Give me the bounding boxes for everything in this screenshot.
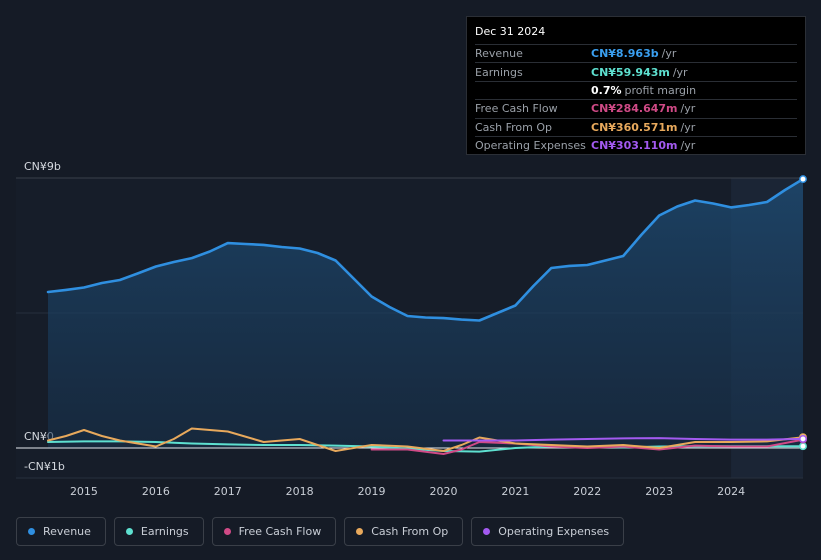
tooltip-value: 0.7% [591,83,622,97]
tooltip-date: Dec 31 2024 [475,25,546,38]
end-point-operating-expenses [799,434,807,443]
revenue-area [48,179,803,448]
tooltip-label: Earnings [475,65,523,79]
legend-item-cash-from-op[interactable]: Cash From Op [344,517,464,546]
legend-label: Operating Expenses [498,525,610,538]
tooltip-panel: Dec 31 2024 Revenue CN¥8.963b/yr Earnings C… [466,16,806,155]
legend-label: Revenue [43,525,91,538]
legend-item-revenue[interactable]: Revenue [16,517,106,546]
y-tick-label: CN¥9b [24,160,61,173]
tooltip-unit: /yr [680,139,696,153]
tooltip-unit: /yr [661,47,677,61]
series-line-cash-from-op [47,427,804,452]
x-tick-label: 2018 [286,485,314,498]
x-tick-label: 2015 [70,485,98,498]
legend-dot-icon [483,528,491,535]
tooltip-row: Earnings CN¥59.943m/yr [475,62,797,80]
tooltip-label: Free Cash Flow [475,102,558,116]
tooltip-value: CN¥59.943m [591,65,670,79]
legend-label: Earnings [140,525,189,538]
legend-label: Free Cash Flow [238,525,322,538]
tooltip-label: Revenue [475,47,523,61]
x-tick-label: 2019 [358,485,386,498]
tooltip-unit: /yr [672,65,688,79]
series-line-free-cash-flow [370,438,804,455]
tooltip-value: CN¥303.110m [591,139,678,153]
legend-label: Cash From Op [371,525,449,538]
y-tick-label: CN¥0 [24,430,54,443]
tooltip-label: Operating Expenses [475,139,586,153]
legend-item-free-cash-flow[interactable]: Free Cash Flow [211,517,337,546]
legend-item-earnings[interactable]: Earnings [113,517,204,546]
x-tick-label: 2017 [214,485,242,498]
chart-legend: Revenue Earnings Free Cash Flow Cash From O… [16,517,625,546]
tooltip-row: Free Cash Flow CN¥284.647m/yr [475,99,797,117]
series-line-revenue [46,177,805,322]
tooltip-row: Revenue CN¥8.963b/yr [475,44,797,62]
tooltip-value: CN¥8.963b [591,47,659,61]
series-line-operating-expenses [442,437,804,442]
tooltip-value: CN¥284.647m [591,102,678,116]
series-line-earnings [47,440,804,453]
x-tick-label: 2022 [573,485,601,498]
tooltip-unit: profit margin [624,83,697,97]
legend-dot-icon [356,528,364,535]
end-point-earnings [799,442,807,451]
end-point-revenue [799,175,807,184]
y-tick-label: -CN¥1b [24,460,65,473]
tooltip-rows: Revenue CN¥8.963b/yr Earnings CN¥59.943m/yr… [475,44,797,154]
tooltip-row: Operating Expenses CN¥303.110m/yr [475,135,797,154]
x-tick-label: 2021 [501,485,529,498]
x-tick-label: 2023 [645,485,673,498]
tooltip-unit: /yr [680,102,696,116]
tooltip-value: CN¥360.571m [591,120,678,134]
legend-dot-icon [223,528,231,535]
tooltip-row: Cash From Op CN¥360.571m/yr [475,117,797,136]
legend-dot-icon [28,528,35,535]
legend-item-operating-expenses[interactable]: Operating Expenses [471,517,625,546]
tooltip-row: 0.7% profit margin [475,80,797,99]
tooltip-label: Cash From Op [475,120,553,134]
tooltip-unit: /yr [680,120,696,134]
x-tick-label: 2016 [142,485,170,498]
x-tick-label: 2020 [429,485,457,498]
x-tick-label: 2024 [717,485,745,498]
legend-dot-icon [125,528,133,535]
